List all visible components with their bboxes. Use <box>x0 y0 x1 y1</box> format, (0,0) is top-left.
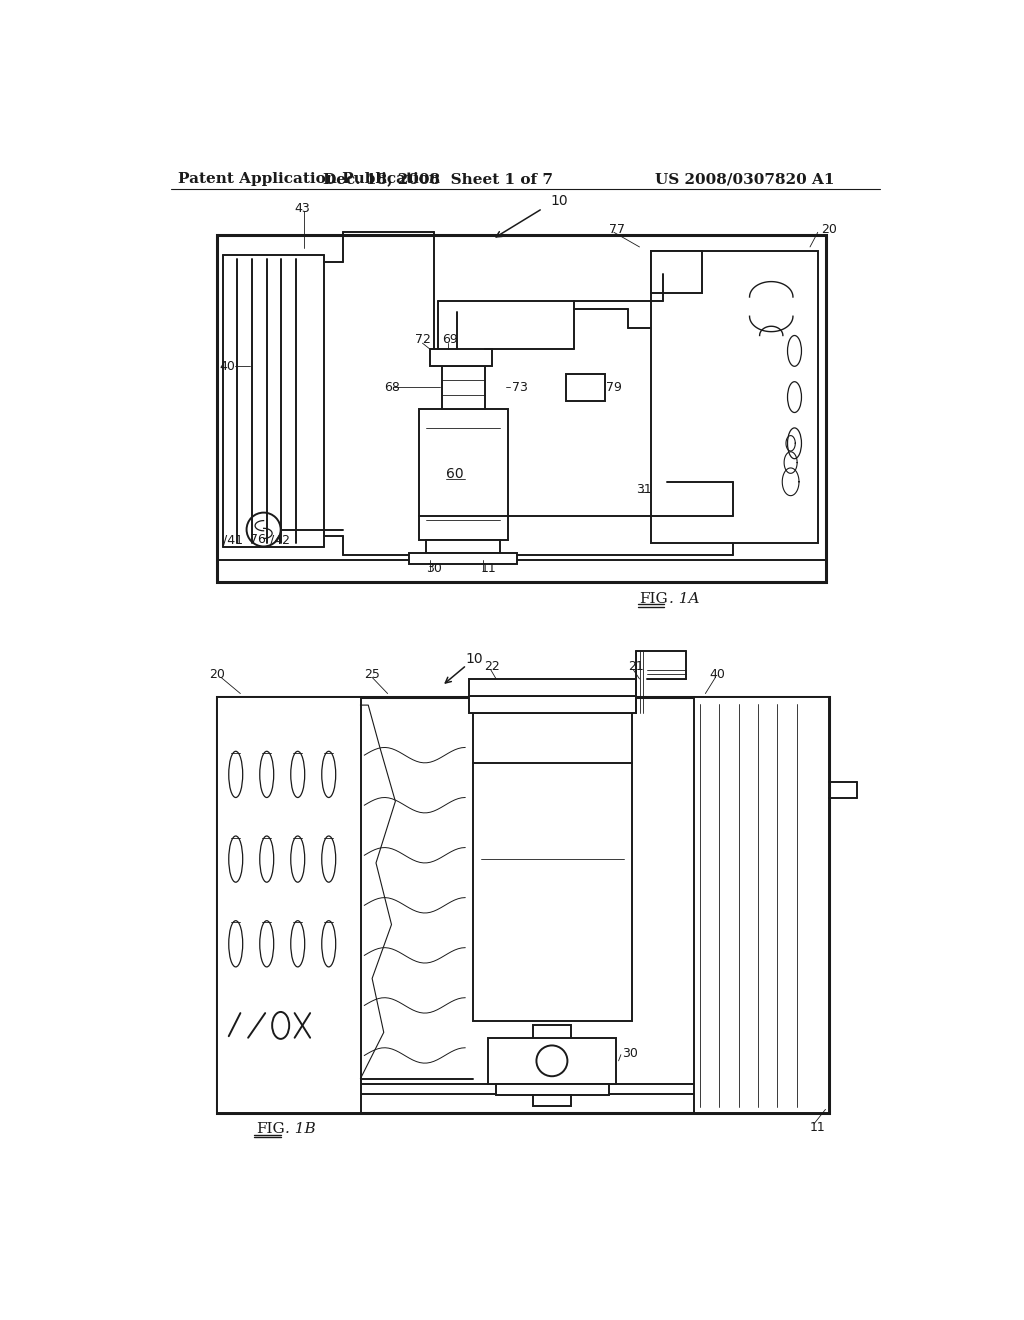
Text: 30: 30 <box>426 561 442 574</box>
Text: 72: 72 <box>415 333 431 346</box>
Bar <box>469 678 636 696</box>
Bar <box>532 1024 571 1048</box>
Text: 43: 43 <box>295 202 310 215</box>
Text: 22: 22 <box>484 660 501 673</box>
Polygon shape <box>360 705 395 1078</box>
Text: 60: 60 <box>445 467 464 480</box>
Text: /42: /42 <box>270 533 290 546</box>
Text: 76: 76 <box>250 533 265 546</box>
Bar <box>469 696 636 713</box>
Bar <box>410 553 517 564</box>
Bar <box>217 235 825 582</box>
Bar <box>442 367 484 409</box>
Text: FIG: FIG <box>640 591 669 606</box>
Bar <box>693 697 829 1113</box>
Text: 30: 30 <box>623 1047 638 1060</box>
Text: FIG: FIG <box>256 1122 285 1135</box>
Text: 11: 11 <box>810 1121 825 1134</box>
Bar <box>566 374 604 401</box>
Text: US 2008/0307820 A1: US 2008/0307820 A1 <box>655 172 835 186</box>
Text: 10: 10 <box>465 652 482 665</box>
Bar <box>488 1038 616 1084</box>
Bar <box>473 713 632 1020</box>
Text: 11: 11 <box>480 561 497 574</box>
Text: 73: 73 <box>512 380 527 393</box>
Text: 40: 40 <box>710 668 725 681</box>
Text: Dec. 18, 2008  Sheet 1 of 7: Dec. 18, 2008 Sheet 1 of 7 <box>323 172 553 186</box>
Text: 40: 40 <box>219 360 236 372</box>
Bar <box>217 697 829 1113</box>
Bar <box>217 697 360 1113</box>
Text: /41: /41 <box>223 533 244 546</box>
Text: 10: 10 <box>550 194 568 207</box>
Bar <box>651 251 818 544</box>
Bar <box>496 1084 608 1096</box>
Text: Patent Application Publication: Patent Application Publication <box>178 172 440 186</box>
Text: 31: 31 <box>636 483 651 496</box>
Bar <box>532 1096 571 1106</box>
Bar <box>419 409 508 540</box>
Text: 79: 79 <box>606 381 622 395</box>
Text: 69: 69 <box>442 333 458 346</box>
Text: . 1A: . 1A <box>669 591 699 606</box>
Text: 25: 25 <box>365 668 380 681</box>
Text: . 1B: . 1B <box>286 1122 316 1135</box>
Text: 21: 21 <box>628 660 644 673</box>
Bar <box>651 251 701 293</box>
Text: 20: 20 <box>209 668 225 681</box>
Bar <box>426 540 500 553</box>
Text: 77: 77 <box>608 223 625 236</box>
Bar <box>430 350 493 367</box>
Text: 68: 68 <box>384 380 399 393</box>
Text: 20: 20 <box>821 223 838 236</box>
